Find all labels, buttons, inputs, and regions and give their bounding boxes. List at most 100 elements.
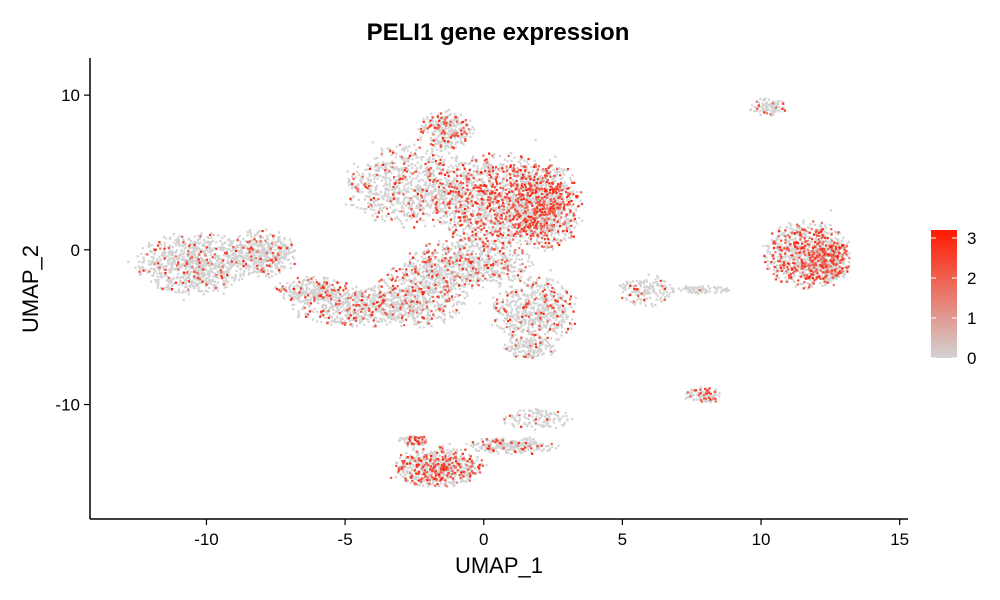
cell-point [395,167,398,170]
cell-point [447,122,450,125]
cell-point [506,160,509,163]
cell-point [421,171,424,174]
cell-point [138,273,141,276]
cell-point [516,166,519,169]
cell-point [169,270,172,273]
cell-point [385,181,388,184]
cell-point [543,227,546,230]
cell-point [449,276,452,279]
cell-point [411,305,414,308]
cell-point [263,271,266,274]
cell-point [304,302,307,305]
cell-point [175,251,178,254]
cell-point [474,190,478,193]
cell-point [502,196,505,199]
cell-point [168,237,172,240]
cell-point [242,237,245,240]
cell-point [168,248,171,251]
cell-point [275,265,278,268]
cell-point [167,250,170,254]
cell-point [501,181,504,184]
cell-point [188,277,191,281]
cell-point [482,193,485,196]
cell-point [520,235,524,238]
cell-point [346,317,349,320]
cell-point [152,258,155,261]
cell-point [467,210,470,213]
cell-point [431,291,434,295]
cell-point [335,315,339,318]
cell-point [270,249,273,252]
cell-point [523,199,526,202]
cell-point [400,309,403,312]
cell-point [463,209,466,212]
cell-point [542,176,545,179]
cell-point [283,267,286,270]
cell-point [140,265,143,269]
cell-point [443,176,447,180]
cell-point [397,218,400,221]
cell-point [171,251,174,255]
cell-point [490,234,493,237]
cell-point [422,298,425,301]
cell-point [348,319,351,323]
cell-point [203,243,206,246]
cell-point [396,303,399,306]
cell-point [441,303,444,306]
cell-point [142,266,145,269]
cell-point [405,219,408,222]
cell-point [138,260,141,263]
cell-point [452,120,455,123]
cell-point [455,293,458,296]
cell-point [494,171,498,174]
cell-point [574,207,577,210]
cell-point [389,206,392,209]
cell-point [464,170,467,173]
cell-point [513,211,516,214]
cell-point [373,285,377,288]
cell-point [334,298,337,301]
cell-point [449,198,452,201]
cell-point [473,227,476,230]
cell-point [168,262,171,266]
cell-point [408,285,412,288]
cell-point [205,284,208,288]
cell-point [152,256,155,259]
cell-point [327,320,330,324]
cell-point [444,191,447,194]
cell-point [477,171,480,174]
cell-point [552,227,556,230]
cell-point [420,275,423,278]
cell-point [397,175,400,178]
cell-point [387,192,390,195]
cell-point [183,243,186,246]
cell-point [426,283,429,286]
cell-point [402,166,405,169]
cell-point [407,207,410,210]
cell-point [259,256,262,259]
cell-point [274,240,277,243]
cell-point [517,161,520,164]
cell-point [373,323,377,326]
cell-point [386,198,389,201]
cell-point [314,290,317,293]
cell-point [179,281,182,285]
cell-point [222,292,225,295]
cell-point [290,245,293,248]
cell-point [431,138,434,141]
cell-point [284,255,287,259]
cell-point [225,271,229,274]
cell-point [581,219,584,222]
cell-point [148,263,151,266]
cell-point [440,169,443,172]
cell-point [189,253,192,256]
cell-point [250,244,254,248]
cell-point [374,294,377,297]
cell-point [436,192,439,195]
cell-point [454,142,457,146]
cell-point [196,284,199,287]
cell-point [444,146,448,150]
cell-point [462,203,465,206]
cell-point [288,287,291,290]
cell-point [417,179,420,182]
